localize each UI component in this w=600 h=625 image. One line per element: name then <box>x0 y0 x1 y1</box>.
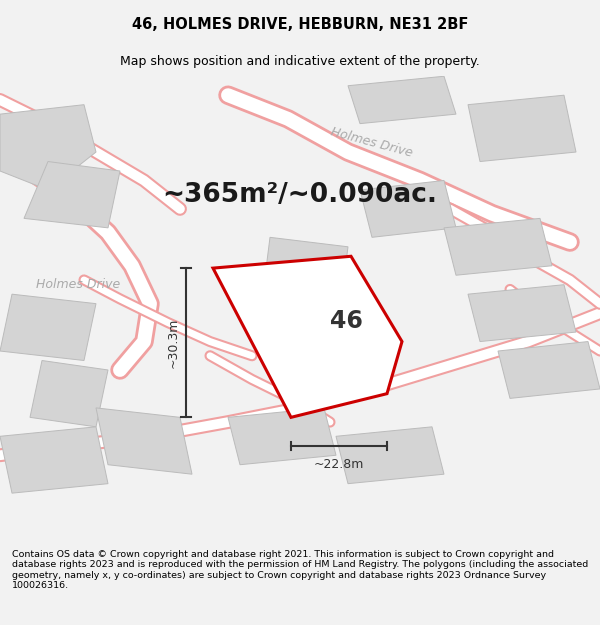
Polygon shape <box>0 104 96 190</box>
Text: Contains OS data © Crown copyright and database right 2021. This information is : Contains OS data © Crown copyright and d… <box>12 550 588 590</box>
Polygon shape <box>24 161 120 228</box>
Text: ~365m²/~0.090ac.: ~365m²/~0.090ac. <box>163 182 437 208</box>
Text: 46, HOLMES DRIVE, HEBBURN, NE31 2BF: 46, HOLMES DRIVE, HEBBURN, NE31 2BF <box>132 17 468 32</box>
Text: 46: 46 <box>331 309 363 333</box>
Text: Holmes Drive: Holmes Drive <box>36 278 120 291</box>
Polygon shape <box>468 95 576 161</box>
Polygon shape <box>444 218 552 275</box>
Polygon shape <box>468 285 576 341</box>
Polygon shape <box>264 238 348 294</box>
Polygon shape <box>360 181 456 238</box>
Polygon shape <box>348 76 456 124</box>
Polygon shape <box>213 256 402 418</box>
Polygon shape <box>336 427 444 484</box>
Polygon shape <box>0 294 96 361</box>
Text: Holmes Drive: Holmes Drive <box>329 126 415 160</box>
Text: Map shows position and indicative extent of the property.: Map shows position and indicative extent… <box>120 55 480 68</box>
Polygon shape <box>96 408 192 474</box>
Text: ~30.3m: ~30.3m <box>166 318 179 368</box>
Polygon shape <box>0 427 108 493</box>
Polygon shape <box>228 408 336 465</box>
Text: ~22.8m: ~22.8m <box>314 458 364 471</box>
Polygon shape <box>498 341 600 398</box>
Polygon shape <box>30 361 108 427</box>
